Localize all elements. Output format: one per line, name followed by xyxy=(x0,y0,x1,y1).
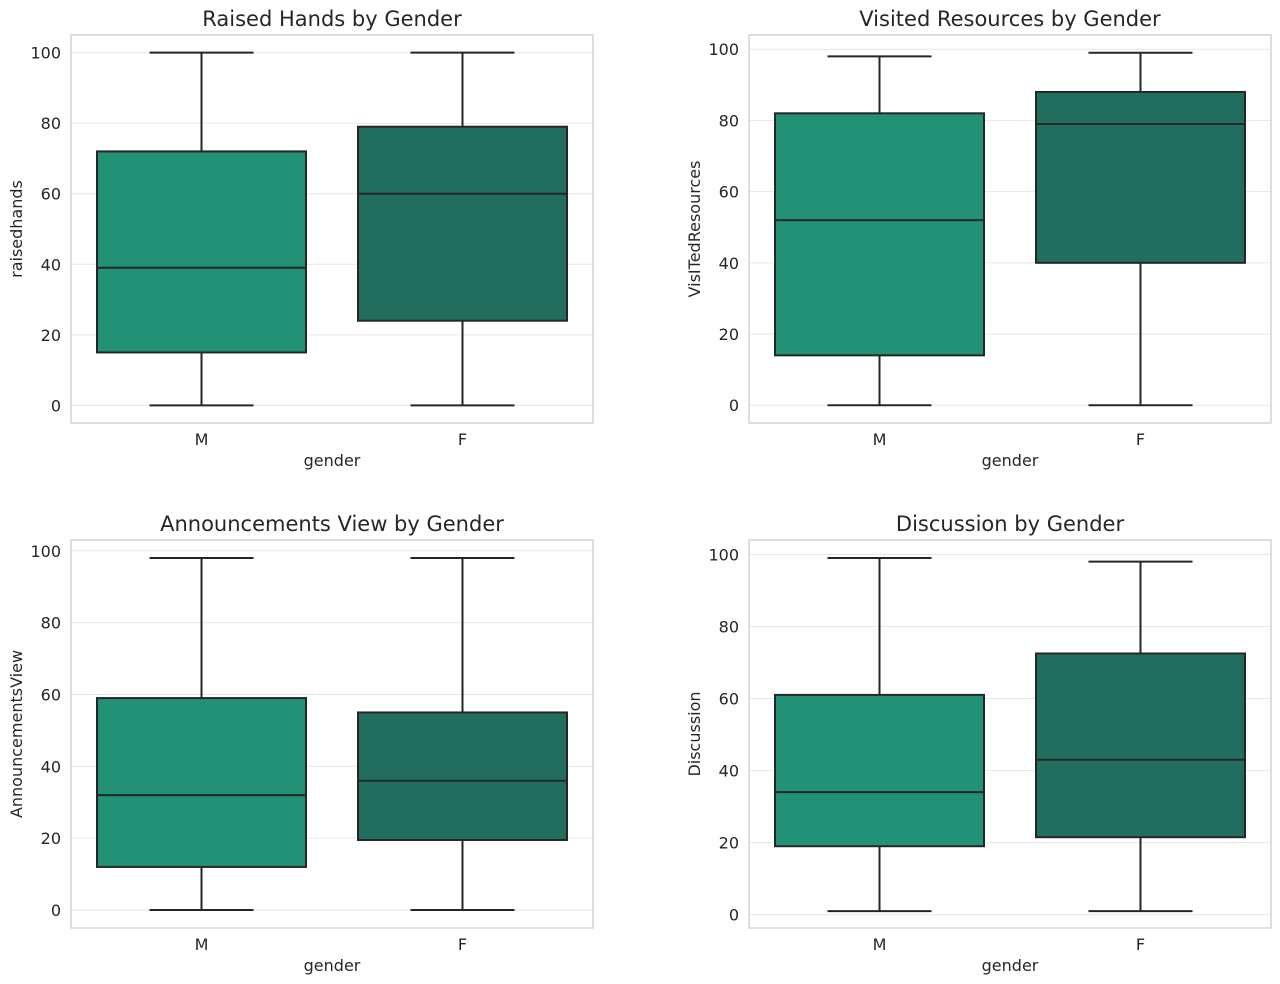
x-tick-label: M xyxy=(195,430,209,449)
chart-title: Discussion by Gender xyxy=(896,512,1125,536)
y-tick-label: 100 xyxy=(30,44,61,63)
x-axis-label: gender xyxy=(304,956,361,975)
y-tick-label: 0 xyxy=(729,906,739,925)
box-m xyxy=(774,112,985,357)
box-m xyxy=(96,697,307,868)
box-f xyxy=(1035,652,1246,839)
box-m xyxy=(774,693,985,848)
plot-frame xyxy=(748,34,1272,424)
x-tick-label: M xyxy=(873,935,887,954)
x-axis-label: gender xyxy=(982,956,1039,975)
y-tick-label: 40 xyxy=(719,254,739,273)
y-tick-label: 20 xyxy=(41,326,61,345)
y-tick-label: 80 xyxy=(41,614,61,633)
y-axis-label: AnnouncementsView xyxy=(7,650,26,818)
chart-panel: 0 20 40 60 80 100 M F Raised Hands by Gender gend… xyxy=(7,7,594,470)
y-tick-label: 80 xyxy=(719,617,739,636)
x-tick-label: F xyxy=(1136,430,1145,449)
y-axis-label: VisITedResources xyxy=(685,161,704,298)
y-tick-label: 100 xyxy=(30,542,61,561)
y-tick-label: 0 xyxy=(729,396,739,415)
chart-panel: 0 20 40 60 80 100 M F Discussion by Gender gender… xyxy=(685,512,1272,975)
y-tick-label: 20 xyxy=(41,829,61,848)
x-tick-label: F xyxy=(1136,935,1145,954)
y-tick-label: 100 xyxy=(708,40,739,59)
chart-panel: 0 20 40 60 80 100 M F Visited Resources by Gende… xyxy=(685,7,1272,470)
y-tick-label: 40 xyxy=(41,255,61,274)
x-axis-label: gender xyxy=(304,451,361,470)
x-tick-label: F xyxy=(458,935,467,954)
y-tick-label: 60 xyxy=(719,183,739,202)
box-f xyxy=(1035,90,1246,264)
y-tick-label: 100 xyxy=(708,545,739,564)
y-tick-label: 20 xyxy=(719,325,739,344)
chart-title: Announcements View by Gender xyxy=(160,512,504,536)
x-tick-label: M xyxy=(873,430,887,449)
y-tick-label: 0 xyxy=(51,901,61,920)
plot-frame xyxy=(70,539,594,929)
y-tick-label: 60 xyxy=(41,185,61,204)
x-tick-label: M xyxy=(195,935,209,954)
y-tick-label: 40 xyxy=(41,757,61,776)
plot-frame xyxy=(70,34,594,424)
chart-panel: 0 20 40 60 80 100 M F Announcements View by Gend… xyxy=(7,512,594,975)
box-m xyxy=(96,150,307,354)
y-axis-label: Discussion xyxy=(685,691,704,776)
y-tick-label: 20 xyxy=(719,834,739,853)
y-tick-label: 0 xyxy=(51,396,61,415)
x-tick-label: F xyxy=(458,430,467,449)
box-f xyxy=(357,125,568,322)
y-tick-label: 80 xyxy=(41,114,61,133)
chart-title: Raised Hands by Gender xyxy=(202,7,462,31)
y-tick-label: 40 xyxy=(719,762,739,781)
box-f xyxy=(357,711,568,841)
plot-frame xyxy=(748,539,1272,929)
y-axis-label: raisedhands xyxy=(7,180,26,278)
chart-title: Visited Resources by Gender xyxy=(859,7,1161,31)
y-tick-label: 60 xyxy=(41,685,61,704)
y-tick-label: 80 xyxy=(719,111,739,130)
x-axis-label: gender xyxy=(982,451,1039,470)
y-tick-label: 60 xyxy=(719,690,739,709)
